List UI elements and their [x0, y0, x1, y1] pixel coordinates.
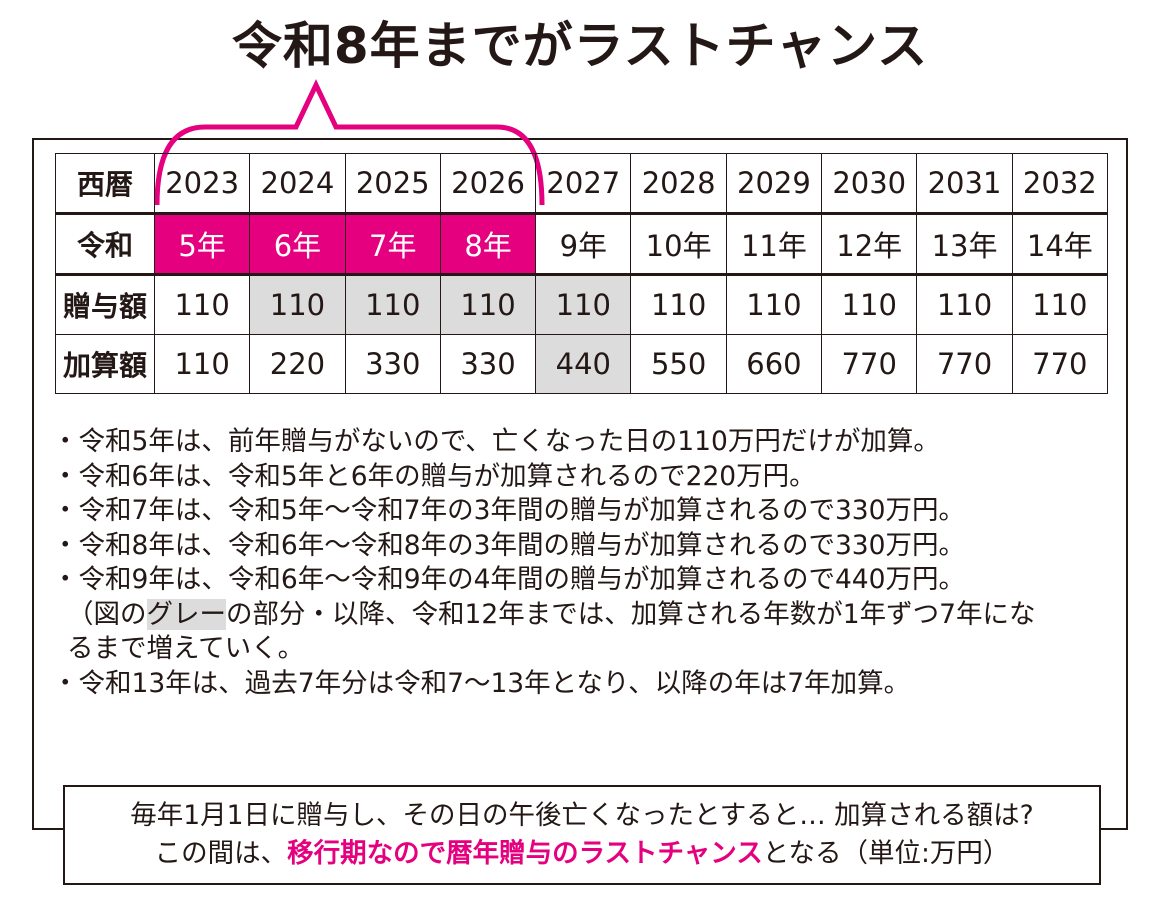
reiwa-cell: 13年: [916, 213, 1013, 276]
note-item: ・令和9年は、令和6年～令和9年の4年間の贈与が加算されるので440万円。: [52, 564, 966, 595]
row-year: 西暦 2023 2024 2025 2026 2027 2028 2029 20…: [55, 153, 1109, 215]
year-cell: 2027: [535, 153, 632, 215]
reiwa-cell: 14年: [1011, 213, 1109, 276]
row-gift: 贈与額 110 110 110 110 110 110 110 110 110 …: [55, 274, 1109, 335]
summary-emphasis: 移行期なので暦年贈与のラストチャンス: [287, 838, 763, 869]
reiwa-cell: 6年: [249, 213, 346, 276]
added-cell: 220: [249, 334, 346, 394]
reiwa-cell: 12年: [821, 213, 918, 276]
note-text: （図の: [67, 598, 147, 630]
reiwa-cell: 11年: [725, 213, 823, 276]
note-item: ・令和13年は、過去7年分は令和7～13年となり、以降の年は7年加算。: [52, 667, 911, 699]
row-header-year: 西暦: [55, 153, 155, 215]
gift-cell: 110: [535, 274, 632, 335]
year-cell: 2025: [344, 153, 441, 215]
year-cell: 2028: [630, 153, 727, 215]
year-cell: 2026: [439, 153, 537, 215]
year-cell: 2030: [821, 153, 918, 215]
year-cell: 2029: [725, 153, 823, 215]
added-cell: 550: [630, 334, 727, 394]
gift-cell: 110: [249, 274, 346, 335]
gift-cell: 110: [821, 274, 918, 335]
added-cell: 770: [916, 334, 1013, 394]
year-cell: 2024: [249, 153, 346, 215]
year-cell: 2031: [916, 153, 1013, 215]
reiwa-cell: 9年: [535, 213, 632, 276]
explanation-notes: ・令和5年は、前年贈与がないので、亡くなった日の110万円だけが加算。 ・令和6…: [52, 425, 1122, 701]
added-cell: 770: [821, 334, 918, 394]
note-item: ・令和8年は、令和6年～令和8年の3年間の贈与が加算されるので330万円。: [52, 529, 966, 561]
note-item: るまで増えていく。: [67, 633, 305, 664]
row-added: 加算額 110 220 330 330 440 550 660 770 770 …: [55, 334, 1109, 394]
gift-cell: 110: [916, 274, 1013, 335]
gift-table: 西暦 2023 2024 2025 2026 2027 2028 2029 20…: [55, 153, 1109, 394]
summary-line-1: 毎年1月1日に贈与し、その日の午後亡くなったとすると… 加算される額は?: [130, 800, 1034, 831]
gift-cell: 110: [1011, 274, 1109, 335]
year-cell: 2032: [1011, 153, 1109, 215]
gray-highlight-word: グレー: [146, 598, 226, 630]
note-item: ・令和6年は、令和5年と6年の贈与が加算されるので220万円。: [52, 460, 816, 492]
reiwa-cell: 8年: [439, 213, 537, 276]
row-reiwa: 令和 5年 6年 7年 8年 9年 10年 11年 12年 13年 14年: [55, 213, 1109, 276]
note-text: の部分・以降、令和12年までは、加算される年数が1年ずつ7年にな: [226, 598, 1036, 630]
reiwa-cell: 5年: [153, 213, 251, 276]
summary-text: この間は、: [154, 838, 288, 869]
reiwa-cell: 7年: [344, 213, 441, 276]
page-title: 令和8年までがラストチャンス: [231, 17, 929, 75]
row-header-reiwa: 令和: [55, 213, 155, 276]
added-cell: 770: [1011, 334, 1109, 394]
added-cell: 330: [344, 334, 441, 394]
row-header-gift: 贈与額: [55, 274, 155, 335]
added-cell: 330: [439, 334, 537, 394]
reiwa-cell: 10年: [630, 213, 727, 276]
summary-line-2: この間は、移行期なので暦年贈与のラストチャンスとなる（単位:万円）: [65, 835, 1099, 873]
gift-cell: 110: [153, 274, 251, 335]
added-cell: 110: [153, 334, 251, 394]
note-item: ・令和7年は、令和5年～令和7年の3年間の贈与が加算されるので330万円。: [52, 495, 966, 526]
summary-text: となる（単位:万円）: [762, 838, 1010, 869]
row-header-added: 加算額: [55, 334, 155, 394]
gift-cell: 110: [439, 274, 537, 335]
note-item: （図のグレーの部分・以降、令和12年までは、加算される年数が1年ずつ7年にな: [52, 598, 1122, 633]
gift-cell: 110: [725, 274, 823, 335]
summary-box: 毎年1月1日に贈与し、その日の午後亡くなったとすると… 加算される額は? この間…: [63, 785, 1101, 885]
year-cell: 2023: [153, 153, 251, 215]
added-cell: 660: [725, 334, 823, 394]
gift-cell: 110: [630, 274, 727, 335]
added-cell: 440: [535, 334, 632, 394]
gift-cell: 110: [344, 274, 441, 335]
note-item: ・令和5年は、前年贈与がないので、亡くなった日の110万円だけが加算。: [52, 426, 940, 457]
